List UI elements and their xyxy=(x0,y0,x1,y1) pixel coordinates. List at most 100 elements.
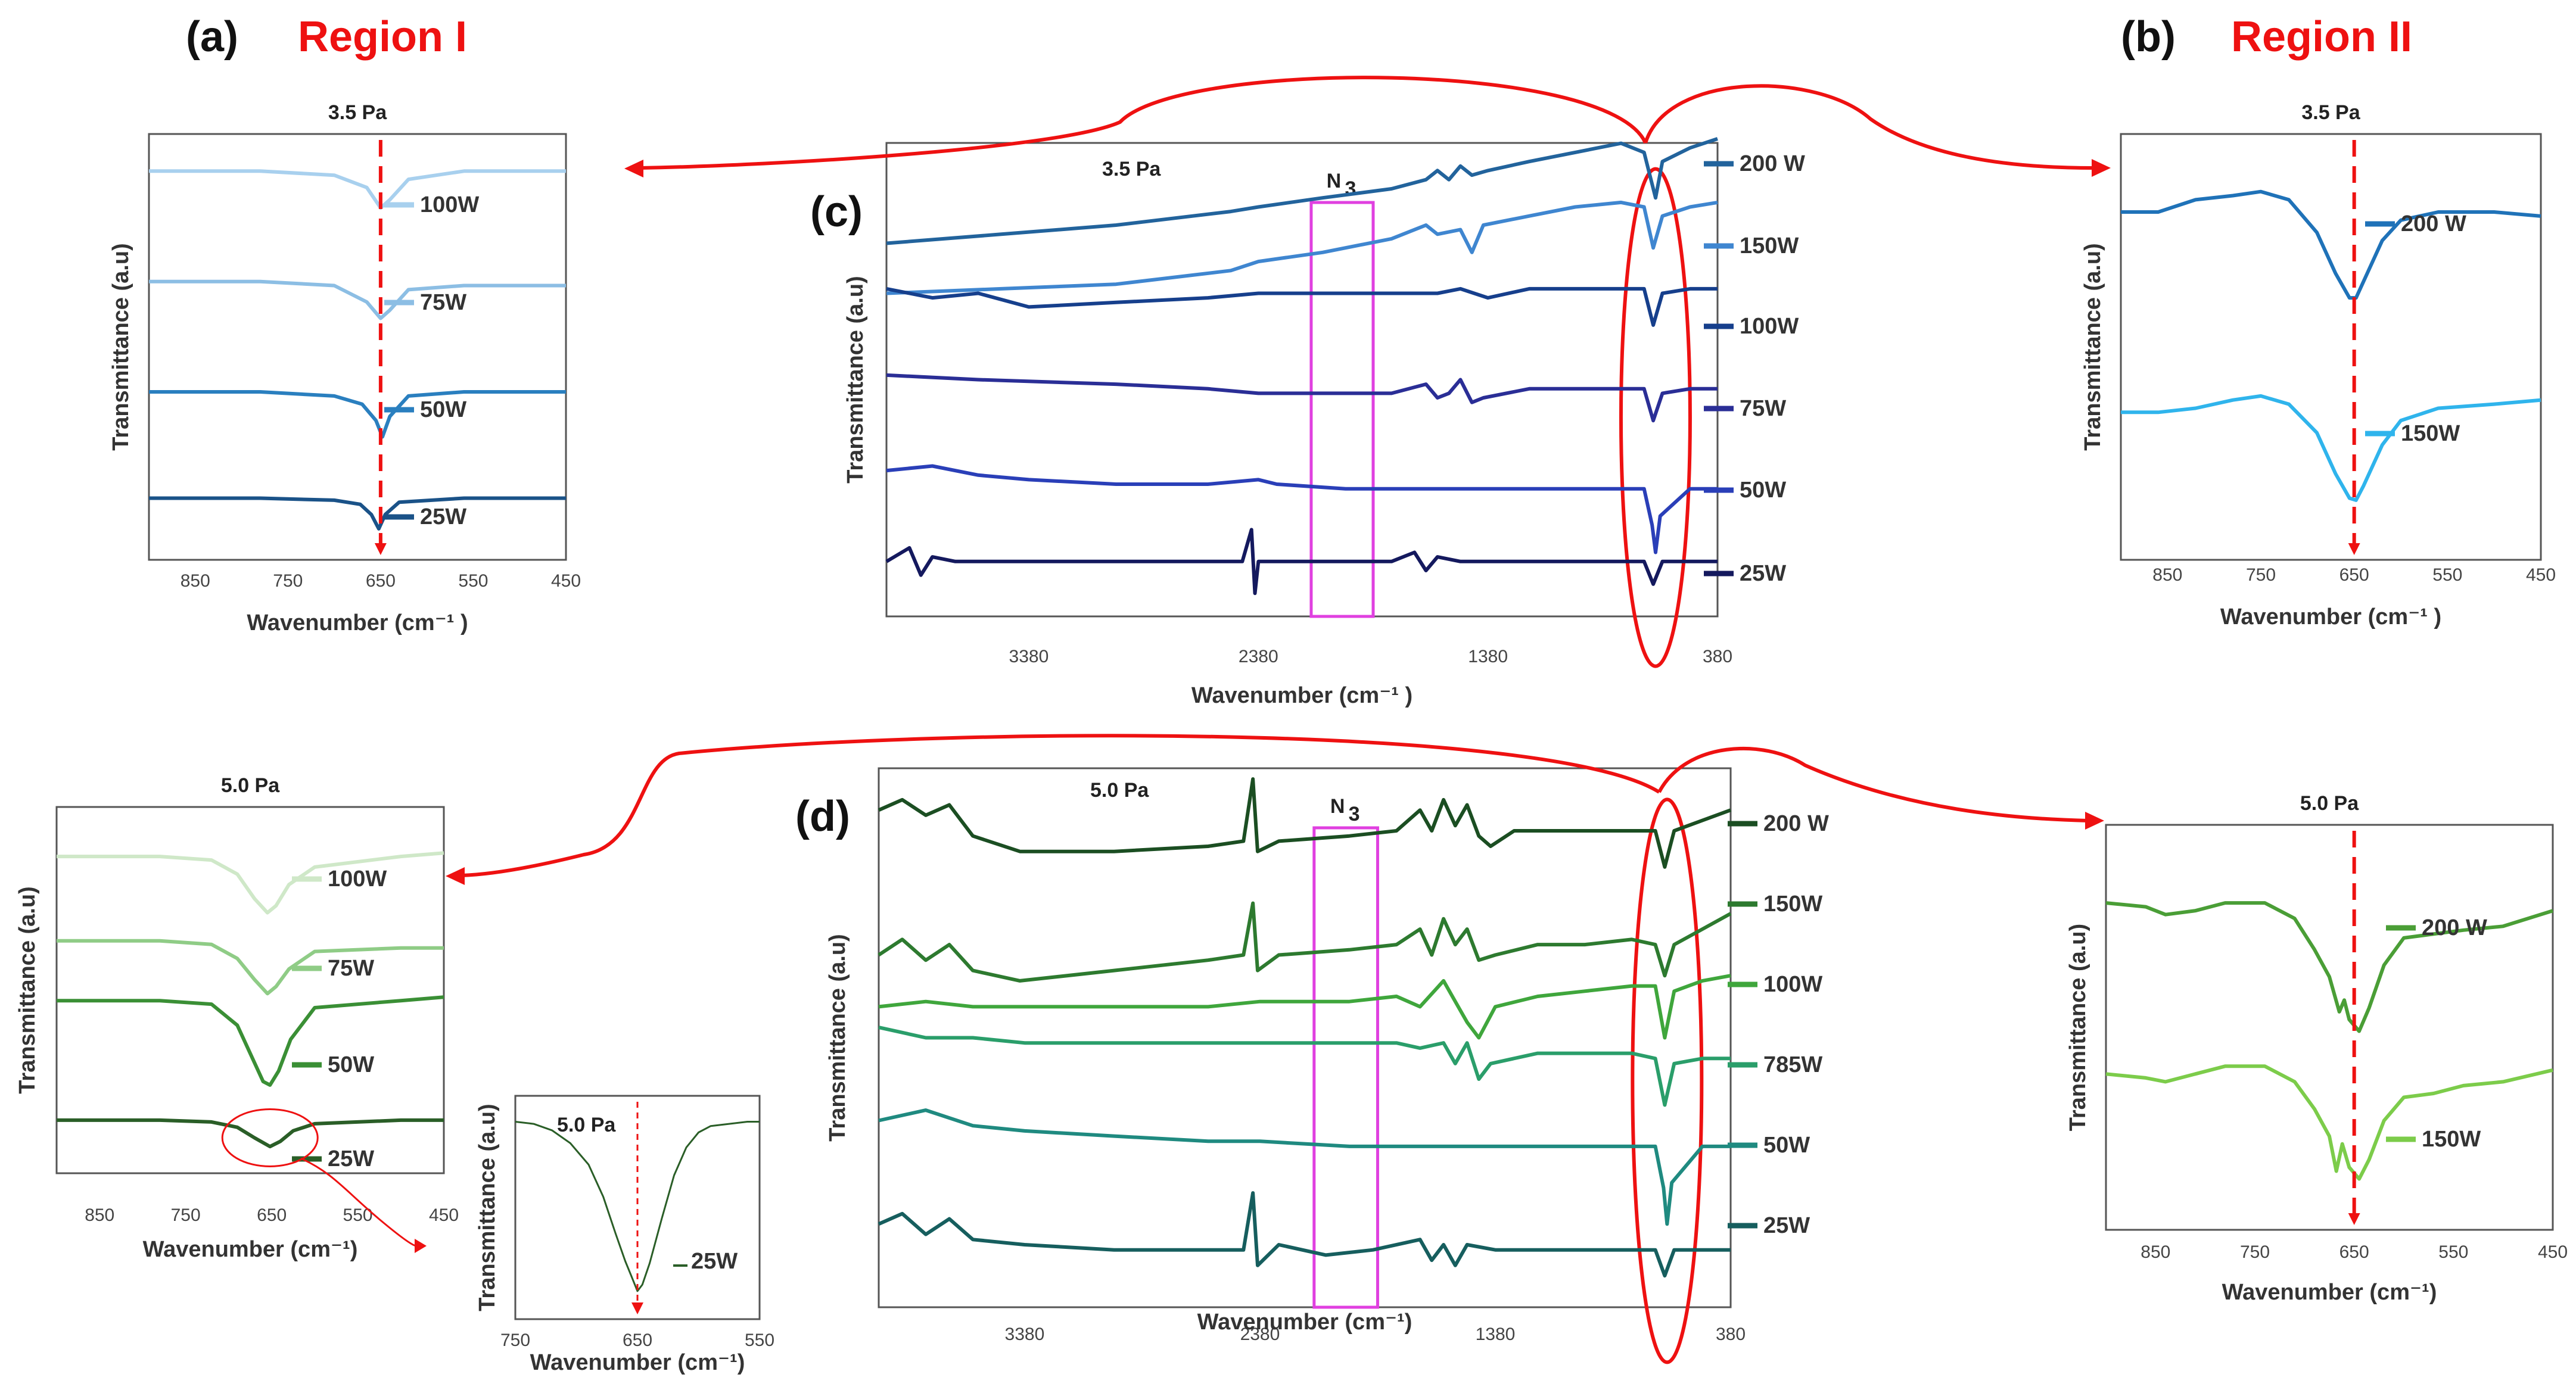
peak-marker-arrowhead xyxy=(2348,1213,2360,1225)
series-line-150W xyxy=(886,200,1718,295)
y-axis-label-inset: Transmittance (a.u) xyxy=(475,1104,500,1311)
x-tick-label: 550 xyxy=(745,1330,774,1350)
series-line-785W xyxy=(878,1026,1731,1107)
x-tick-label: 380 xyxy=(1703,647,1732,666)
x-tick-label: 550 xyxy=(458,571,488,591)
series-line-25W xyxy=(878,1191,1731,1278)
x-axis-label-a: Wavenumber (cm⁻¹ ) xyxy=(247,610,468,635)
x-tick-label: 850 xyxy=(181,571,210,591)
legend-label: 100W xyxy=(1740,314,1799,339)
legend-label: 25W xyxy=(1763,1213,1810,1238)
series-line-100W xyxy=(886,286,1718,327)
legend-label: 200 W xyxy=(2422,915,2487,940)
series-line-75W xyxy=(57,939,444,996)
region-oval xyxy=(1619,167,1692,668)
chart-title-c: 3.5 Pa xyxy=(1102,158,1161,180)
x-tick-label: 2380 xyxy=(1240,1325,1280,1344)
region-i-title: Region I xyxy=(298,13,467,61)
n3-highlight-box xyxy=(1312,826,1379,1309)
series-line-75W xyxy=(886,373,1718,423)
x-tick-label: 2380 xyxy=(1239,647,1278,666)
arrowhead-e xyxy=(446,867,465,885)
panel-label-d: (d) xyxy=(795,793,850,840)
peak-marker-arrowhead xyxy=(631,1302,643,1314)
x-tick-label: 750 xyxy=(171,1205,201,1225)
series-line-50W xyxy=(878,1108,1731,1226)
legend-label: 25W xyxy=(691,1249,738,1274)
panel-label-b: (b) xyxy=(2121,13,2176,61)
chart-title-e: 5.0 Pa xyxy=(221,774,280,797)
x-tick-label: 850 xyxy=(2152,565,2182,585)
arrowhead-a xyxy=(624,160,643,177)
plot-frame-d xyxy=(878,767,1732,1308)
y-axis-label-a: Transmittance (a.u) xyxy=(108,243,133,450)
zoom-highlight-oval xyxy=(221,1108,319,1167)
x-tick-label: 3380 xyxy=(1005,1325,1045,1344)
y-axis-label-f: Transmittance (a.u) xyxy=(2065,924,2090,1131)
x-tick-label: 750 xyxy=(500,1330,530,1350)
connector-arrows xyxy=(300,76,2111,1253)
chart-f: 5.0 Pa 850 750 650 550 450 Wavenumber (cm⁻¹) Tr… xyxy=(2065,792,2568,1305)
peak-marker-arrowhead xyxy=(374,543,387,555)
panel-label-a: (a) xyxy=(186,13,238,61)
connector-c-to-a xyxy=(640,76,1647,170)
x-tick-label: 550 xyxy=(2432,565,2462,585)
y-axis-label-d: Transmittance (a.u) xyxy=(825,934,850,1141)
x-axis-label-b: Wavenumber (cm⁻¹ ) xyxy=(2220,604,2441,630)
x-axis-label-c: Wavenumber (cm⁻¹ ) xyxy=(1191,683,1413,708)
x-tick-label: 650 xyxy=(257,1205,287,1225)
legend-label: 100W xyxy=(420,192,479,217)
connector-c-to-b xyxy=(1644,84,2095,170)
chart-title-b: 3.5 Pa xyxy=(2301,101,2360,124)
region-ii-title: Region II xyxy=(2231,13,2412,61)
series-line-50W xyxy=(886,464,1718,554)
y-axis-label-b: Transmittance (a.u) xyxy=(2080,243,2105,450)
legend-label: 200 W xyxy=(2401,211,2466,236)
chart-b: 3.5 Pa 850 750 650 550 450 Wavenumber (cm⁻¹ ) T… xyxy=(2080,101,2556,630)
series-line-150W xyxy=(878,901,1732,983)
x-tick-label: 450 xyxy=(2538,1242,2568,1262)
series-line-50W xyxy=(57,995,444,1087)
chart-e: 5.0 Pa 850 750 650 550 450 Wavenumber (cm⁻¹) Tr… xyxy=(15,774,459,1262)
series-line-100W xyxy=(57,851,444,915)
peak-marker-arrowhead xyxy=(2348,543,2360,555)
legend-label: 150W xyxy=(1763,892,1822,917)
n3-highlight-box xyxy=(1309,201,1375,618)
x-tick-label: 650 xyxy=(366,571,396,591)
x-tick-label: 1380 xyxy=(1476,1325,1516,1344)
series-line-25W xyxy=(57,1118,444,1149)
x-tick-label: 1380 xyxy=(1468,647,1508,666)
legend-label: 25W xyxy=(420,504,466,529)
legend-label: 50W xyxy=(1763,1133,1810,1158)
n3-label: N xyxy=(1330,795,1345,818)
series-line-25W xyxy=(149,496,566,531)
chart-title-d: 5.0 Pa xyxy=(1090,779,1149,802)
plot-frame-a xyxy=(148,133,567,561)
x-tick-label: 450 xyxy=(429,1205,459,1225)
x-axis-label-inset: Wavenumber (cm⁻¹) xyxy=(530,1350,745,1375)
chart-title-inset: 5.0 Pa xyxy=(557,1114,616,1136)
connector-d-to-f xyxy=(1657,746,2089,822)
arrowhead-b xyxy=(2092,159,2111,177)
legend-label: 785W xyxy=(1763,1052,1822,1077)
series-line-25W xyxy=(885,528,1718,596)
x-tick-label: 750 xyxy=(2246,565,2276,585)
legend-label: 150W xyxy=(1740,233,1799,258)
x-tick-label: 650 xyxy=(623,1330,652,1350)
x-tick-label: 450 xyxy=(2526,565,2556,585)
x-tick-label: 750 xyxy=(2240,1242,2270,1262)
legend-label: 100W xyxy=(328,867,387,892)
x-tick-label: 750 xyxy=(273,571,303,591)
plot-frame-e xyxy=(55,806,445,1174)
legend-label: 150W xyxy=(2422,1127,2481,1152)
legend-label: 100W xyxy=(1763,972,1822,997)
x-tick-label: 3380 xyxy=(1009,647,1049,666)
connector-d-to-e xyxy=(461,734,1660,877)
chart-a: 3.5 Pa 850 750 650 550 450 Wavenumber (cm⁻¹ ) T… xyxy=(108,101,581,635)
region-oval xyxy=(1631,797,1704,1364)
legend-label: 25W xyxy=(328,1146,374,1171)
legend-label: 75W xyxy=(1740,396,1786,421)
plot-frame-b xyxy=(2120,133,2542,561)
